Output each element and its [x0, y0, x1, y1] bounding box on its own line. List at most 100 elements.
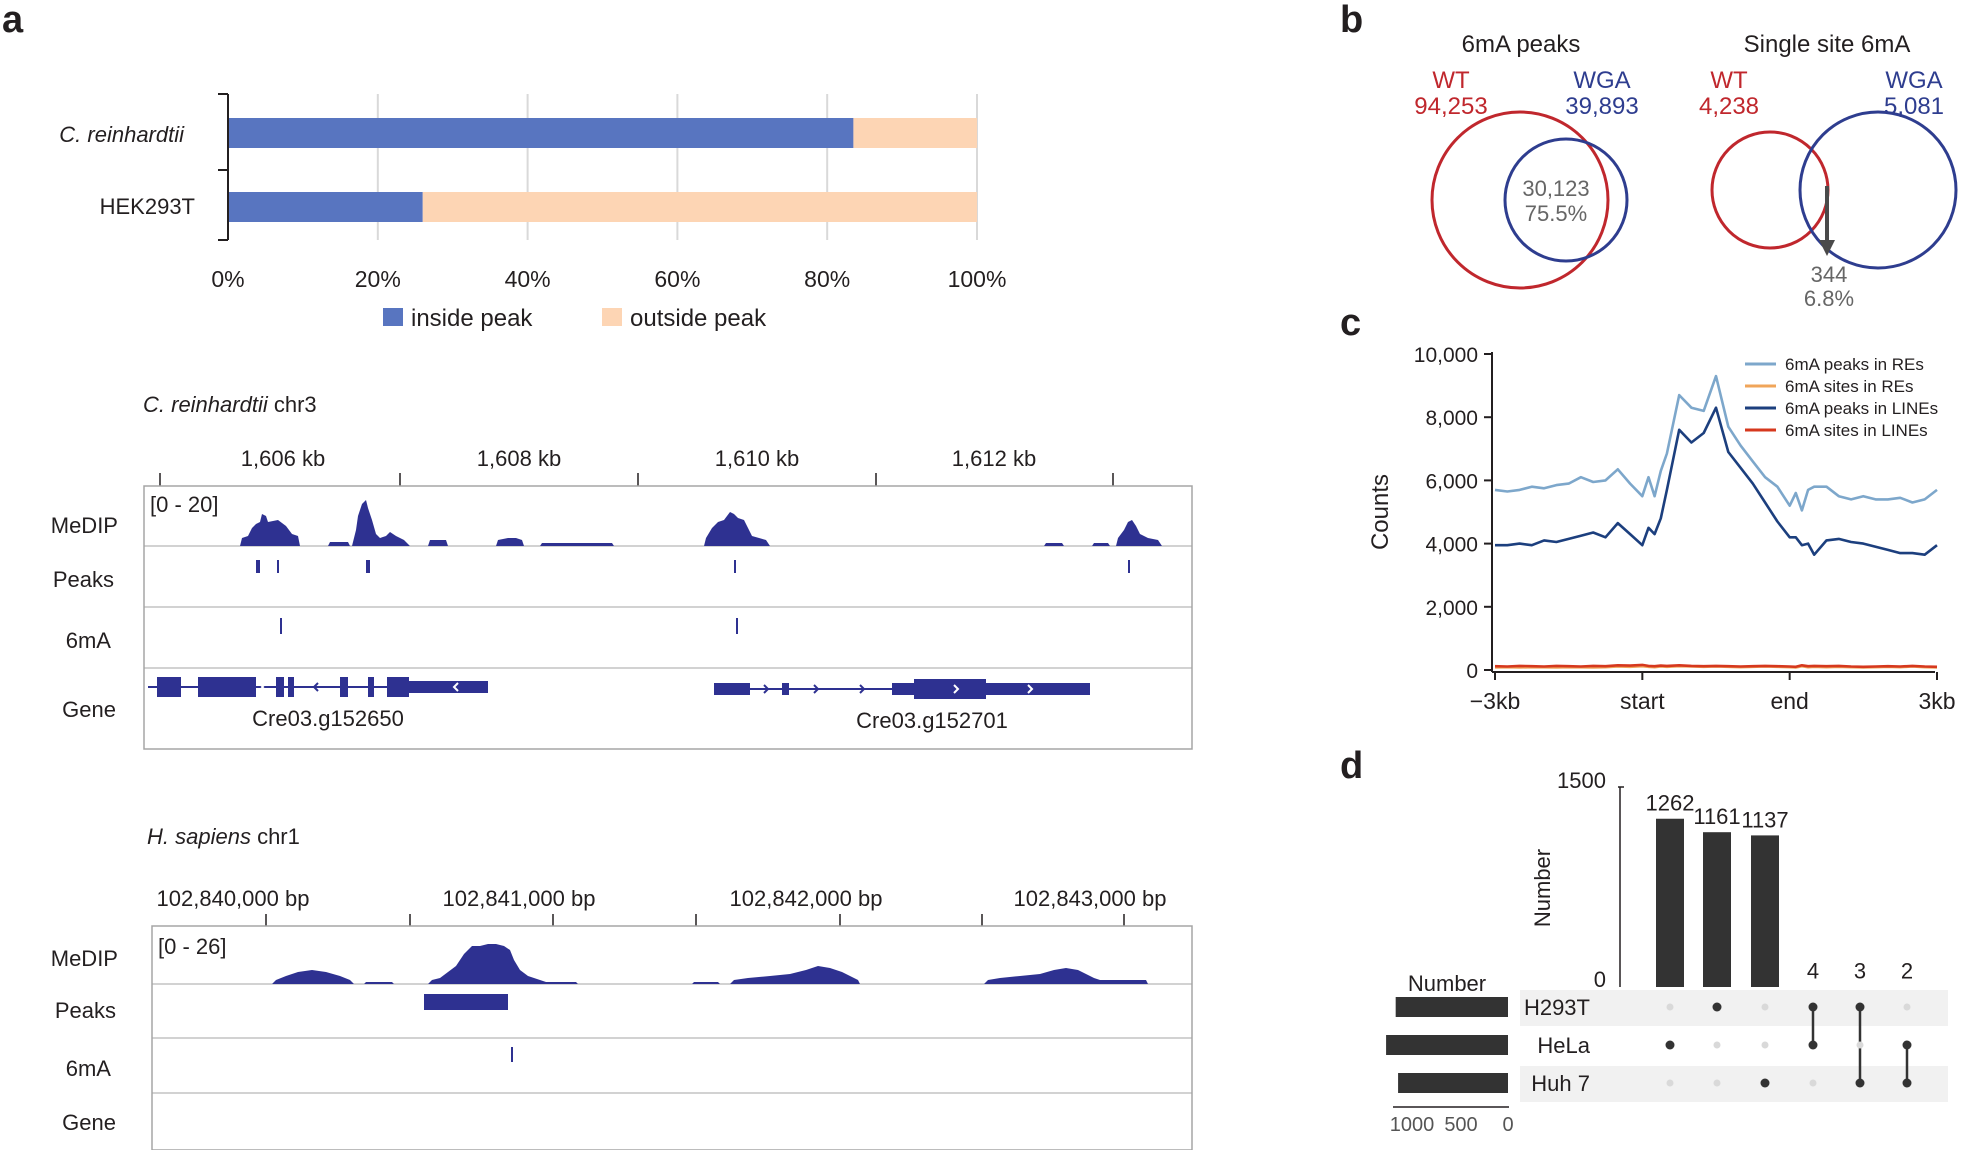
gene-model-cre03-g152650 — [148, 677, 488, 697]
matrix-dot-filled — [1902, 1078, 1912, 1088]
browser-title-cr: C. reinhardtii chr3 — [143, 392, 317, 417]
set-size-bar — [1386, 1035, 1508, 1055]
stacked-bar-row-label-2: HEK293T — [100, 194, 195, 219]
legend-swatch-inside-peak — [383, 308, 403, 326]
x-tick-label: −3kb — [1470, 688, 1521, 714]
set-label: HeLa — [1537, 1033, 1590, 1058]
line-chart: 0 2,000 4,000 6,000 8,000 10,000 −3kb start end… — [1367, 344, 1956, 714]
intersection-bar — [1751, 835, 1779, 987]
matrix-row-stripe — [1520, 1066, 1948, 1102]
intersection-bar-label: 2 — [1901, 959, 1913, 984]
track-label-gene: Gene — [62, 1110, 116, 1135]
matrix-dot-filled — [1855, 1078, 1865, 1088]
x-tick-label: 40% — [505, 266, 551, 292]
intersection-bar-label: 3 — [1854, 959, 1866, 984]
track-label-6ma: 6mA — [66, 1056, 112, 1081]
venn-right-count: 5,081 — [1884, 93, 1944, 120]
venn-title: Single site 6mA — [1744, 31, 1911, 58]
matrix-dot-empty — [1713, 1041, 1721, 1049]
y-tick-label: 8,000 — [1425, 407, 1478, 430]
set-size-tick-0: 0 — [1502, 1114, 1513, 1136]
y-tick-label: 0 — [1466, 660, 1478, 683]
venn-left-count: 4,238 — [1699, 93, 1759, 120]
set-size-bars — [1386, 997, 1508, 1093]
intersection-bar-label: 4 — [1807, 958, 1819, 983]
venn-title: 6mA peaks — [1462, 31, 1581, 58]
matrix-dot-empty — [1713, 1079, 1721, 1087]
bar-segment — [853, 118, 977, 148]
coord-ruler — [265, 914, 1125, 926]
matrix-dot-filled — [1902, 1040, 1912, 1050]
set-size-title: Number — [1408, 971, 1486, 996]
browser-frame — [143, 485, 1193, 750]
track-range: [0 - 26] — [158, 934, 226, 959]
intersection-bar-label: 1137 — [1741, 807, 1788, 832]
stacked-bar-chart: C. reinhardtii HEK293T 0% 20% 40% 60% 80% 100… — [59, 93, 1006, 332]
venn-right-label: WGA — [1573, 67, 1630, 94]
coord-label: 102,840,000 bp — [157, 886, 310, 911]
peaks-track — [256, 560, 1130, 573]
matrix-row-stripe — [1520, 990, 1948, 1026]
y-tick-label: 4,000 — [1425, 534, 1478, 557]
set-size-tick-500: 500 — [1444, 1114, 1477, 1136]
gene-model-cre03-g152701 — [714, 679, 1090, 699]
venn-circle-wga — [1503, 137, 1629, 263]
series-line — [1494, 374, 1938, 512]
line-chart-y-ticks: 0 2,000 4,000 6,000 8,000 10,000 — [1414, 344, 1492, 683]
upset-matrix: H293T HeLa Huh 7 — [1520, 990, 1948, 1102]
venn-single-site-6ma: Single site 6mA WT 4,238 WGA 5,081 344 6… — [1699, 31, 1958, 311]
set-size-bar — [1398, 1073, 1508, 1093]
y-tick-label: 2,000 — [1425, 597, 1478, 620]
legend-label-inside-peak: inside peak — [411, 305, 533, 332]
x-tick-label: 3kb — [1918, 688, 1955, 714]
legend-swatch-outside-peak — [602, 308, 622, 326]
intersection-bar-label: 1161 — [1693, 804, 1740, 829]
matrix-dot-filled — [1665, 1040, 1675, 1050]
venn-overlap-count: 344 — [1811, 262, 1848, 287]
matrix-dot-empty — [1809, 1079, 1817, 1087]
matrix-dot-empty — [1856, 1041, 1864, 1049]
browser-title-cr-chrom: chr3 — [268, 392, 317, 417]
medip-signal-track — [272, 944, 1148, 984]
stacked-bar-x-ticks: 0% 20% 40% 60% 80% 100% — [211, 266, 1006, 292]
venn-circle-wga — [1798, 110, 1958, 270]
matrix-dot-filled — [1808, 1002, 1818, 1012]
x-tick-label: 20% — [355, 266, 401, 292]
browser-title-hs-species: H. sapiens — [147, 824, 251, 849]
legend-label: 6mA peaks in LINEs — [1785, 399, 1938, 418]
intersection-bar — [1703, 832, 1731, 987]
venn-right-count: 39,893 — [1565, 93, 1638, 120]
gene-label-cre03-g152650: Cre03.g152650 — [252, 706, 404, 731]
medip-signal-track — [240, 500, 1162, 546]
x-tick-label: 100% — [948, 266, 1007, 292]
y-tick-label: 6,000 — [1425, 470, 1478, 493]
x-tick-label: 0% — [211, 266, 244, 292]
set-size-tick-1000: 1000 — [1390, 1114, 1435, 1136]
x-tick-label: 60% — [654, 266, 700, 292]
venn-overlap-percent: 6.8% — [1804, 286, 1854, 311]
x-tick-label: 80% — [804, 266, 850, 292]
bar-segment — [422, 192, 977, 222]
panel-label-a: a — [2, 0, 24, 41]
matrix-dot-filled — [1855, 1002, 1865, 1012]
matrix-dot-empty — [1666, 1079, 1674, 1087]
y-tick-label: 10,000 — [1414, 344, 1478, 367]
intersection-bar — [1656, 818, 1684, 987]
venn-overlap-percent: 75.5% — [1525, 201, 1587, 226]
set-label: Huh 7 — [1531, 1071, 1590, 1096]
gene-label-cre03-g152701: Cre03.g152701 — [856, 708, 1008, 733]
coord-ruler — [159, 473, 1114, 486]
set-label: H293T — [1524, 995, 1590, 1020]
legend-label: 6mA peaks in REs — [1785, 355, 1924, 374]
browser-title-hs: H. sapiens chr1 — [147, 824, 300, 849]
coord-label: 1,606 kb — [241, 446, 325, 471]
coord-label: 102,841,000 bp — [443, 886, 596, 911]
matrix-dot-empty — [1903, 1003, 1911, 1011]
track-range: [0 - 20] — [150, 492, 218, 517]
venn-right-label: WGA — [1885, 67, 1942, 94]
peak-region — [424, 994, 508, 1010]
genome-browser-c-reinhardtii: C. reinhardtii chr3 1,606 kb 1,608 kb 1,… — [51, 392, 1193, 750]
venn-left-count: 94,253 — [1414, 93, 1487, 120]
panel-label-b: b — [1340, 0, 1363, 41]
